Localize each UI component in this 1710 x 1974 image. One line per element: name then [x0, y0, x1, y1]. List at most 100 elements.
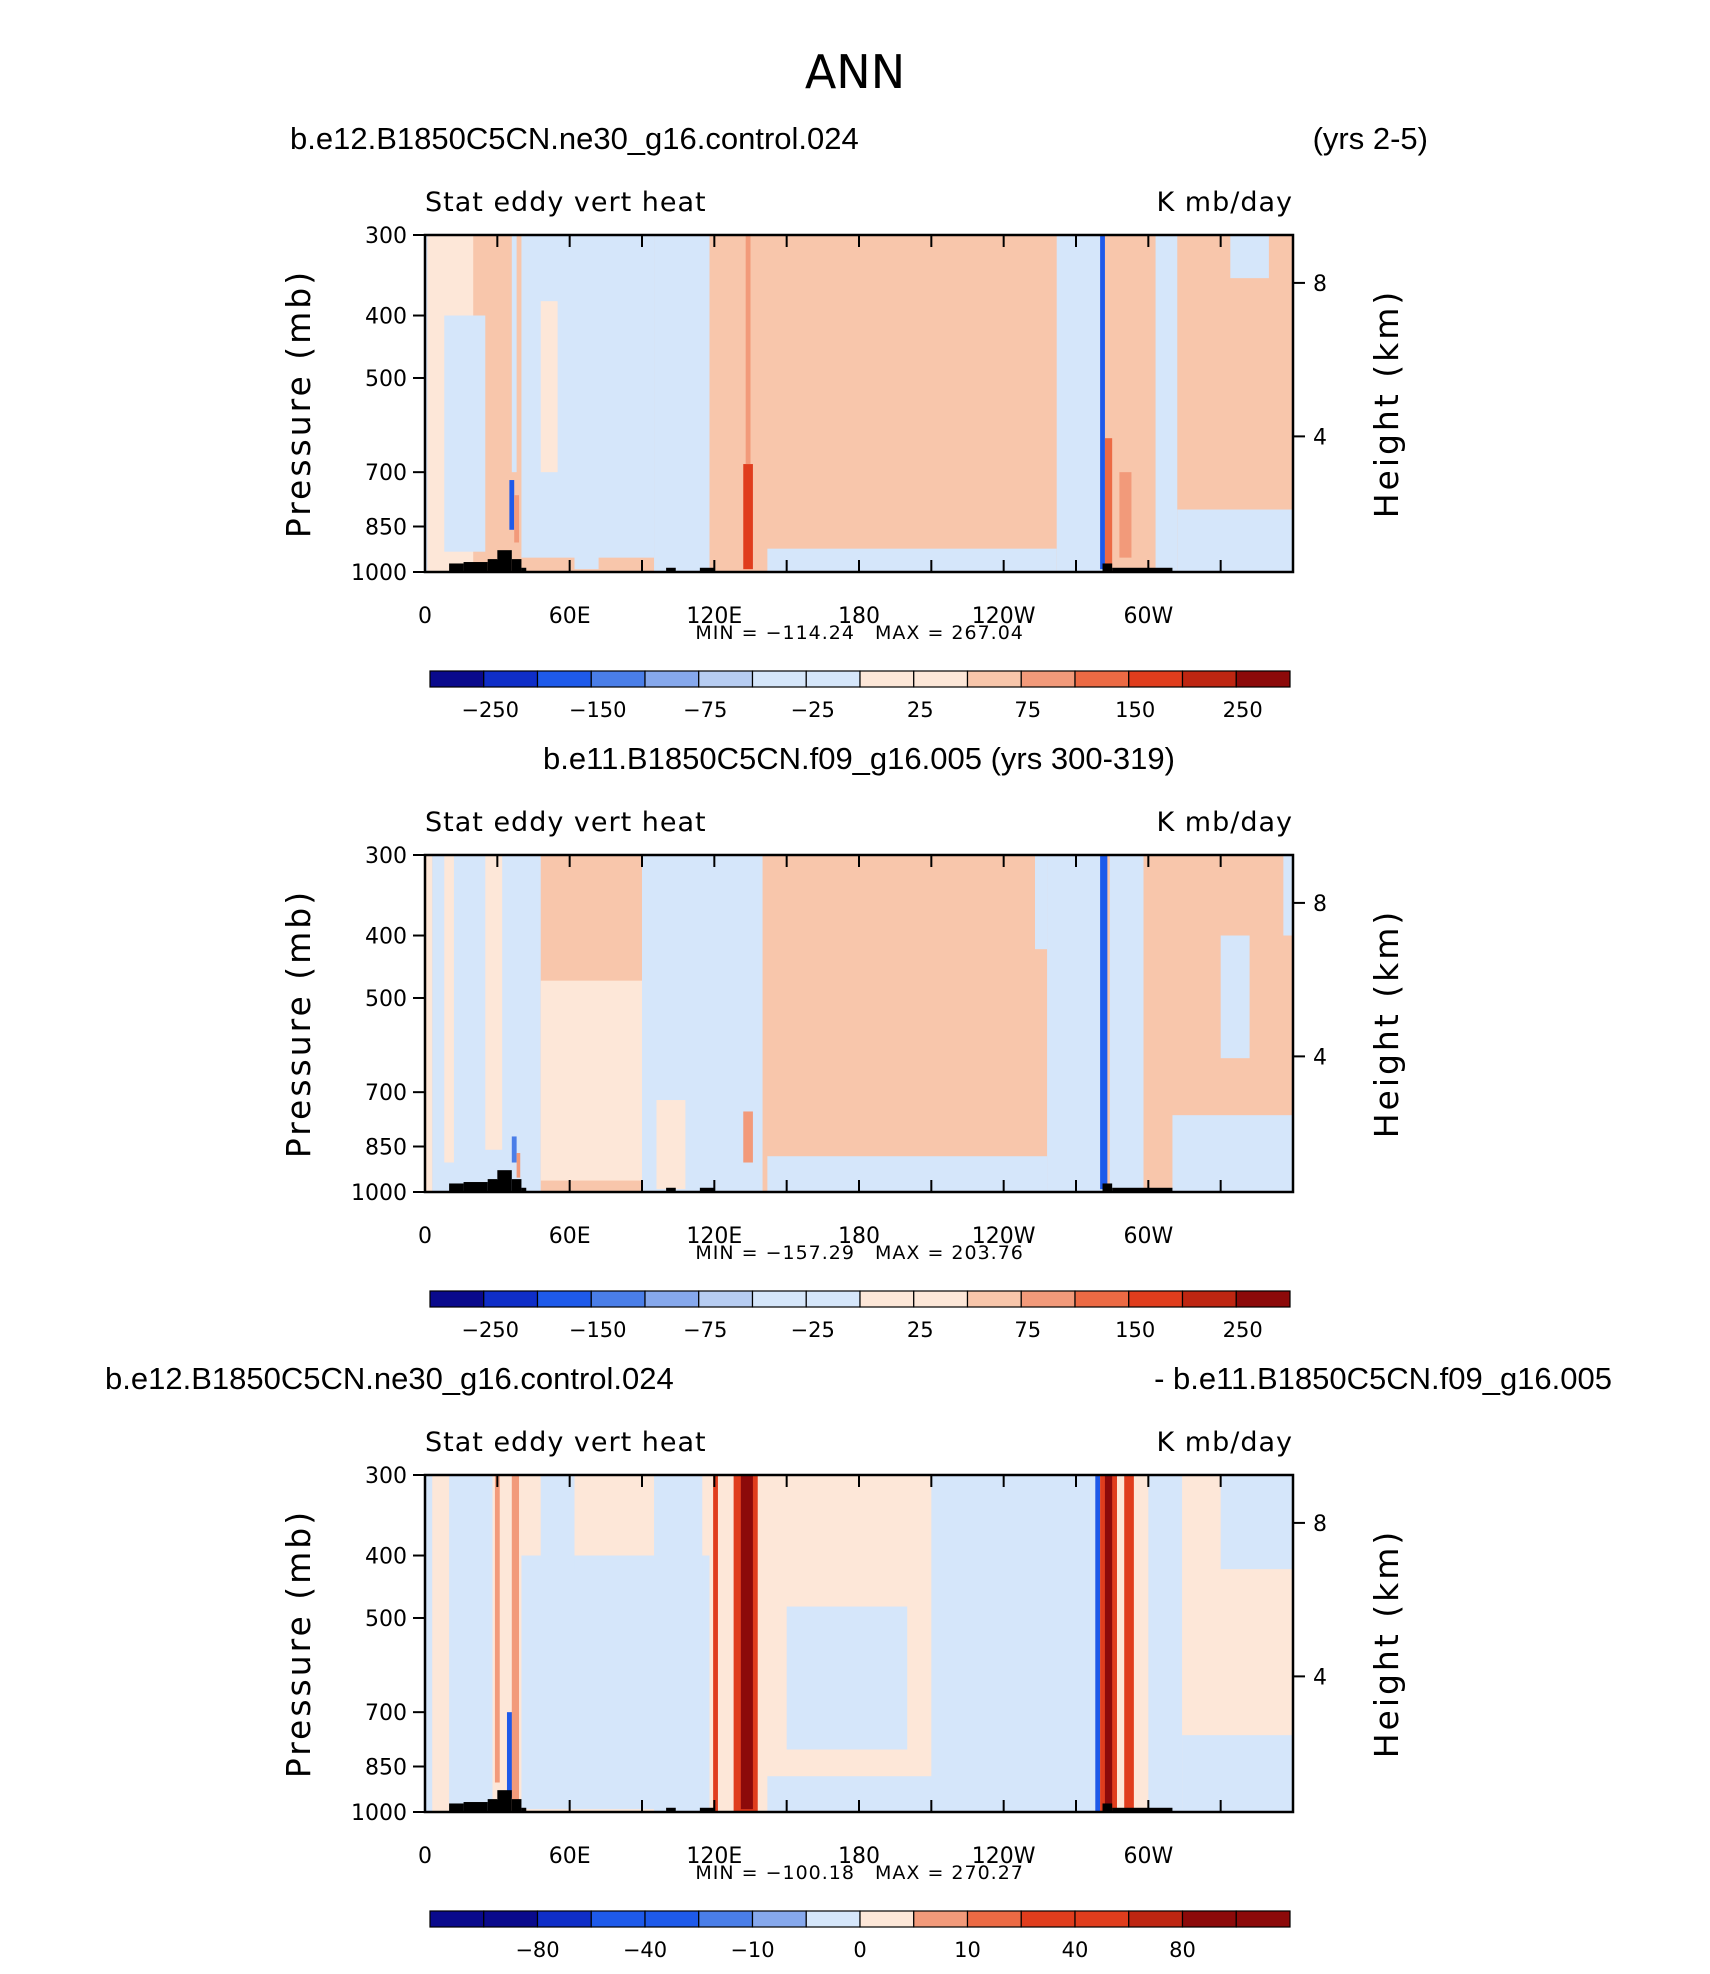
max-readout: MAX = 203.76: [875, 1242, 1024, 1264]
x-tick-label: 120E: [686, 604, 742, 629]
field-region-9: [743, 1111, 753, 1163]
colorbar-box-0: [429, 1290, 485, 1308]
y-tick-label: 1000: [351, 561, 407, 586]
field-region-18: [1104, 1475, 1113, 1810]
figure-title: ANN: [805, 45, 905, 99]
colorbar-box-13: [1128, 1910, 1184, 1928]
topography-block-1: [463, 1802, 488, 1812]
y-tick-label: 400: [365, 1545, 407, 1570]
colorbar-box-4: [644, 670, 700, 688]
topography-block-5: [521, 1187, 527, 1192]
colorbar-box-10: [966, 1290, 1022, 1308]
colorbar-box-13: [1128, 1290, 1184, 1308]
field-region-19: [1124, 1475, 1134, 1810]
field-region-9: [654, 235, 710, 572]
colorbar-box-4: [644, 1290, 700, 1308]
field-region-4: [506, 1712, 515, 1798]
topography-block-8: [1102, 1803, 1113, 1812]
colorbar-box-3: [590, 1910, 646, 1928]
colorbar-box-7: [805, 1290, 861, 1308]
y-tick-label: 1000: [351, 1181, 407, 1206]
field-region-15: [1172, 1115, 1293, 1192]
colorbar-label: −75: [683, 698, 727, 722]
colorbar-label: −250: [461, 698, 519, 722]
colorbar-box-0: [429, 1910, 485, 1928]
topography-block-3: [497, 1170, 512, 1192]
colorbar-box-1: [483, 1910, 539, 1928]
colorbar-box-15: [1235, 1910, 1291, 1928]
case-title-left: b.e12.B1850C5CN.ne30_g16.control.024: [105, 1361, 674, 1396]
field-region-0: [425, 1475, 433, 1812]
field-region-6: [516, 1153, 521, 1178]
colorbar-box-8: [859, 1290, 915, 1308]
field-region-20: [1148, 1475, 1183, 1812]
case-title-right: (yrs 2-5): [1313, 121, 1428, 156]
field-region-4: [511, 235, 517, 473]
field-region-8: [656, 1100, 686, 1190]
y-axis-right-title: Height (km): [1367, 909, 1406, 1139]
colorbar-box-6: [751, 1910, 807, 1928]
colorbar-box-11: [1020, 670, 1076, 688]
colorbar-label: −250: [461, 1318, 519, 1342]
field-region-22: [1220, 1475, 1293, 1570]
subtitle-variable: Stat eddy vert heat: [425, 187, 707, 218]
y-tick-label: 1000: [351, 1801, 407, 1826]
topography-block-6: [666, 1807, 676, 1812]
contour-field: [425, 855, 1293, 1192]
topography-block-8: [1102, 563, 1113, 572]
colorbar-label: 250: [1223, 1318, 1263, 1342]
x-tick-label: 60W: [1123, 1224, 1173, 1249]
colorbar-label: 75: [1014, 698, 1041, 722]
min-readout: MIN = −100.18: [695, 1862, 855, 1884]
colorbar-label: 150: [1115, 698, 1155, 722]
colorbar: −250 −150 −75 −25 25 75 150 250: [429, 670, 1291, 722]
colorbar-box-2: [536, 670, 592, 688]
colorbar-box-0: [429, 670, 485, 688]
case-title-left: b.e12.B1850C5CN.ne30_g16.control.024: [290, 121, 859, 156]
field-region-11: [1035, 855, 1048, 950]
field-region-14: [786, 1606, 908, 1750]
y-axis-right-title: Height (km): [1367, 1529, 1406, 1759]
topography-block-3: [497, 1790, 512, 1812]
field-region-5: [511, 1136, 517, 1163]
max-readout: MAX = 267.04: [875, 622, 1024, 644]
field-region-4: [540, 980, 655, 1181]
topography-block-4: [511, 1799, 522, 1812]
y-tick-label: 500: [365, 987, 407, 1012]
colorbar-label: −150: [569, 698, 627, 722]
x-tick-label: 120E: [686, 1224, 742, 1249]
field-region-10: [714, 235, 718, 572]
field-region-5: [511, 1475, 520, 1812]
colorbar-box-14: [1181, 1290, 1237, 1308]
colorbar-box-9: [913, 1910, 969, 1928]
topography-block-9: [1112, 1187, 1173, 1192]
y-tick-label: 500: [365, 367, 407, 392]
case-title: b.e11.B1850C5CN.f09_g16.005 (yrs 300-319…: [543, 741, 1175, 776]
panel-difference: b.e12.B1850C5CN.ne30_g16.control.024 - b.…: [105, 1361, 1612, 1962]
colorbar-box-13: [1128, 670, 1184, 688]
colorbar-box-5: [698, 670, 754, 688]
height-tick-label: 8: [1313, 892, 1327, 917]
x-tick-label: 60E: [549, 1224, 591, 1249]
colorbar-box-15: [1235, 1290, 1291, 1308]
field-region-15: [1056, 235, 1105, 572]
panel-model: b.e12.B1850C5CN.ne30_g16.control.024 (yrs…: [279, 121, 1428, 722]
colorbar-box-9: [913, 1290, 969, 1308]
field-region-0: [425, 855, 433, 1192]
subtitle-variable: Stat eddy vert heat: [425, 1427, 707, 1458]
subtitle-variable: Stat eddy vert heat: [425, 807, 707, 838]
colorbar-label: −80: [515, 1938, 559, 1962]
max-readout: MAX = 270.27: [875, 1862, 1024, 1884]
field-region-14: [767, 548, 1057, 572]
x-tick-label: 180: [838, 1844, 880, 1869]
colorbar-label: 25: [907, 1318, 934, 1342]
field-region-16: [1220, 935, 1250, 1059]
field-region-7: [540, 1475, 575, 1570]
colorbar-box-2: [536, 1290, 592, 1308]
colorbar-box-4: [644, 1910, 700, 1928]
colorbar: −250 −150 −75 −25 25 75 150 250: [429, 1290, 1291, 1342]
topography-block-7: [699, 567, 715, 572]
subtitle-units: K mb/day: [1157, 187, 1294, 218]
field-region-16: [1095, 1475, 1101, 1812]
topography-block-2: [487, 559, 498, 572]
